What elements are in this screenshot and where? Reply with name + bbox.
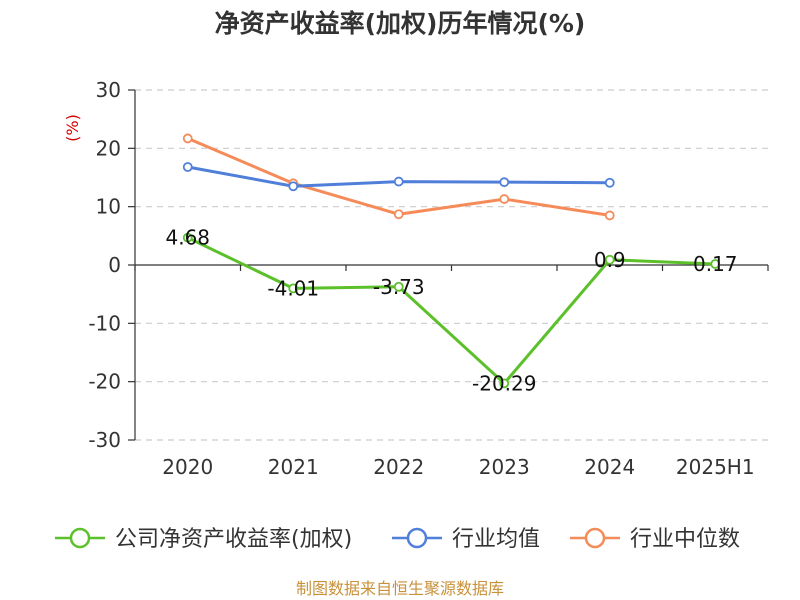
data-point	[499, 177, 510, 188]
data-label: -4.01	[267, 276, 319, 300]
data-point	[288, 283, 299, 294]
x-tick-label: 2021	[268, 455, 319, 479]
y-tick-label: -30	[88, 428, 121, 452]
data-point	[604, 254, 615, 265]
series-lines	[182, 133, 721, 389]
data-label: 0.9	[594, 248, 626, 272]
data-point	[604, 210, 615, 221]
data-label: -3.73	[373, 275, 425, 299]
x-tick-label: 2024	[584, 455, 635, 479]
y-axis-unit-label: (%)	[63, 114, 82, 142]
legend-label: 行业均值	[452, 527, 540, 552]
data-point	[393, 176, 404, 187]
legend-label: 公司净资产收益率(加权)	[115, 527, 352, 552]
data-point	[710, 259, 721, 269]
y-tick-label: 10	[96, 195, 121, 219]
data-point	[499, 194, 510, 204]
legend: 公司净资产收益率(加权) 行业均值 行业中位数	[55, 527, 740, 552]
data-label: 0.17	[693, 252, 738, 276]
axes: 30 20 10 0 -10 -20 -30 2020 2021 2022 2023 2024 2025…	[88, 78, 769, 479]
data-label: -20.29	[472, 371, 536, 395]
y-tick-label: 0	[108, 253, 121, 277]
data-point	[499, 378, 510, 389]
data-point	[604, 177, 615, 188]
x-tick-label: 2025H1	[676, 455, 755, 479]
legend-marker-icon	[69, 527, 91, 549]
series-line-0	[187, 236, 716, 385]
chart-title: 净资产收益率(加权)历年情况(%)	[215, 9, 586, 38]
legend-marker-icon	[584, 527, 606, 549]
data-point	[182, 162, 193, 172]
legend-marker-icon	[406, 527, 428, 549]
y-tick-label: -20	[88, 370, 121, 394]
data-point	[288, 181, 299, 192]
y-tick-label: -10	[88, 311, 121, 335]
x-tick-label: 2023	[479, 455, 530, 479]
x-tick-label: 2022	[373, 455, 424, 479]
data-label: 4.68	[165, 226, 210, 250]
y-tick-label: 30	[96, 78, 121, 102]
legend-label: 行业中位数	[630, 527, 740, 552]
data-point	[182, 133, 193, 144]
data-labels: 4.68 -4.01 -3.73 -20.29 0.9 0.17	[165, 226, 737, 396]
data-point	[393, 209, 404, 220]
data-point	[182, 232, 193, 243]
x-tick-label: 2020	[162, 455, 213, 479]
y-tick-label: 20	[96, 136, 121, 160]
data-point	[393, 281, 404, 292]
source-note: 制图数据来自恒生聚源数据库	[296, 579, 504, 598]
